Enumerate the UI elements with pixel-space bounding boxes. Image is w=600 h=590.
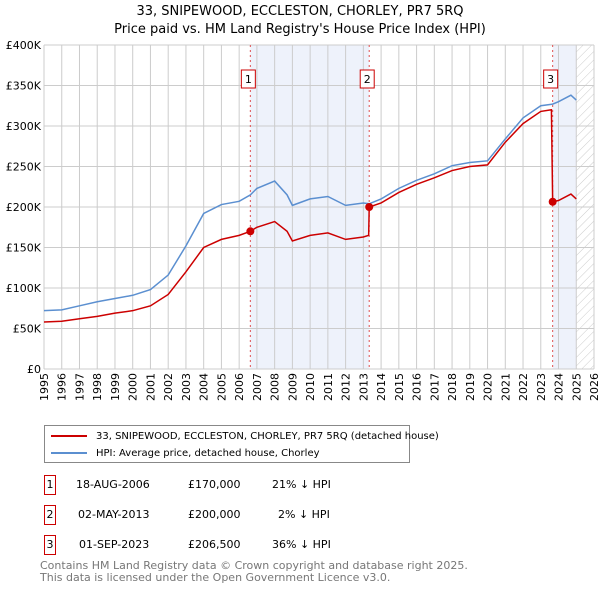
marker-label: 3 [547,73,554,86]
x-tick-label: 2008 [269,373,282,401]
marker-badge: 2 [44,505,56,525]
date: 01-SEP-2023 [79,538,150,551]
hpi-diff: 36% ↓ HPI [272,538,331,551]
y-tick-label: £50K [13,323,42,336]
marker-badge: 3 [44,535,56,555]
x-tick-label: 1997 [73,373,86,401]
y-tick-label: £300K [6,120,42,133]
x-tick-label: 2009 [286,373,299,401]
transaction-row: 1 18-AUG-2006 £170,000 21% ↓ HPI [44,475,444,495]
x-tick-label: 2024 [553,373,566,401]
x-tick-label: 2026 [588,373,600,401]
x-tick-label: 2000 [127,373,140,401]
x-tick-label: 2020 [482,373,495,401]
marker-label: 1 [245,73,252,86]
legend-swatch-blue [51,452,87,454]
price: £170,000 [188,478,241,491]
x-tick-label: 2017 [428,373,441,401]
property-price-line [43,108,577,323]
sale-point [548,197,557,206]
y-tick-label: £250K [6,161,42,174]
x-tick-label: 2015 [393,373,406,401]
x-tick-label: 2007 [251,373,264,401]
marker-badge [240,69,256,89]
chart-title: 33, SNIPEWOOD, ECCLESTON, CHORLEY, PR7 5… [136,4,464,19]
x-tick-label: 1996 [56,373,69,401]
marker-badge [543,69,559,89]
x-tick-label: 2012 [340,373,353,401]
marker-badge [359,69,375,89]
transaction-row: 3 01-SEP-2023 £206,500 36% ↓ HPI [44,535,444,555]
x-tick-label: 2016 [411,373,424,401]
chart-subtitle: Price paid vs. HM Land Registry's House … [114,22,486,37]
legend: 33, SNIPEWOOD, ECCLESTON, CHORLEY, PR7 5… [44,425,439,463]
x-tick-label: 2010 [304,373,317,401]
x-tick-label: 2006 [233,373,246,401]
x-tick-label: 2002 [162,373,175,401]
x-tick-label: 2019 [464,373,477,401]
price-chart: 1995 1996 1997 1998 1999 2000 2001 2002 2003 2004… [6,39,600,401]
y-tick-label: £350K [6,80,42,93]
x-tick-label: 2025 [570,373,583,401]
x-tick-label: 2004 [198,373,211,401]
date: 18-AUG-2006 [76,478,150,491]
legend-item-hpi: HPI: Average price, detached house, Chor… [51,446,320,460]
date: 02-MAY-2013 [78,508,150,521]
y-tick-label: £0 [27,363,41,376]
x-tick-label: 2022 [517,373,530,401]
x-tick-label: 1995 [38,373,51,401]
x-tick-label: 2003 [180,373,193,401]
legend-swatch-red [51,435,87,437]
footer-line: Contains HM Land Registry data © Crown c… [40,559,468,572]
price: £200,000 [188,508,241,521]
footer-line: This data is licensed under the Open Gov… [40,571,391,584]
x-tick-label: 2021 [499,373,512,401]
legend-item-property: 33, SNIPEWOOD, ECCLESTON, CHORLEY, PR7 5… [51,429,439,443]
x-tick-label: 2005 [215,373,228,401]
price: £206,500 [188,538,241,551]
hpi-diff: 21% ↓ HPI [272,478,331,491]
x-tick-label: 2018 [446,373,459,401]
y-tick-label: £200K [6,201,42,214]
marker-label: 2 [364,73,371,86]
x-tick-label: 2001 [144,373,157,401]
y-tick-label: £400K [6,39,42,52]
footer: Contains HM Land Registry data © Crown c… [40,560,468,584]
legend-label: 33, SNIPEWOOD, ECCLESTON, CHORLEY, PR7 5… [96,430,439,442]
hpi-diff: 2% ↓ HPI [278,508,330,521]
hpi-line [43,94,577,312]
y-tick-label: £100K [6,282,42,295]
marker-badge: 1 [44,475,56,495]
legend-label: HPI: Average price, detached house, Chor… [96,447,320,459]
x-tick-label: 1999 [109,373,122,401]
x-tick-label: 2023 [535,373,548,401]
sale-point [365,203,374,211]
x-tick-label: 2014 [375,373,388,401]
x-tick-label: 1998 [91,373,104,401]
y-tick-label: £150K [6,242,42,255]
x-tick-label: 2013 [357,373,370,401]
transaction-row: 2 02-MAY-2013 £200,000 2% ↓ HPI [44,505,444,525]
x-tick-label: 2011 [322,373,335,401]
sale-point [246,227,255,236]
